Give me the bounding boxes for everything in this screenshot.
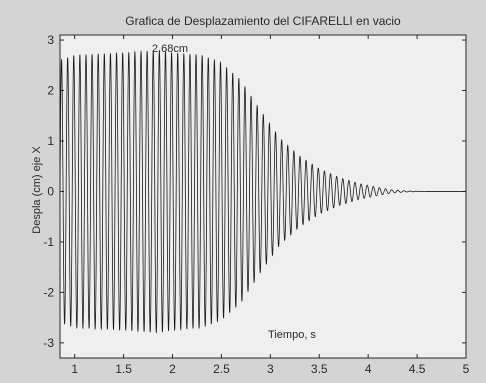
series-line-displacement: [60, 49, 466, 334]
x-tick-label: 5: [463, 362, 470, 376]
y-tick-label: -1: [43, 235, 54, 249]
x-tick-label: 3: [267, 362, 274, 376]
y-tick-label: -2: [43, 285, 54, 299]
y-tick-label: 2: [47, 84, 54, 98]
y-tick-label: 1: [47, 134, 54, 148]
x-axis-ticks: 1 1.5 2 2.5 3 3.5 4 4.5 5: [71, 35, 470, 376]
x-tick-label: 1.5: [115, 362, 132, 376]
x-tick-label: 3.5: [311, 362, 328, 376]
x-tick-label: 4: [365, 362, 372, 376]
y-tick-label: 3: [47, 33, 54, 47]
x-tick-label: 1: [71, 362, 78, 376]
x-tick-label: 2: [169, 362, 176, 376]
chart-title: Grafica de Desplazamiento del CIFARELLI …: [125, 14, 401, 28]
y-tick-label: 0: [47, 184, 54, 198]
y-axis-label: Despla (cm) eje X: [31, 146, 43, 234]
y-tick-label: -3: [43, 336, 54, 350]
x-tick-label: 4.5: [409, 362, 426, 376]
x-tick-label: 2.5: [213, 362, 230, 376]
y-axis-ticks: 3 2 1 0 -1 -2 -3: [43, 33, 466, 350]
x-axis-label: Tiempo, s: [268, 329, 316, 341]
annotation-label: 2.68cm: [152, 43, 188, 55]
